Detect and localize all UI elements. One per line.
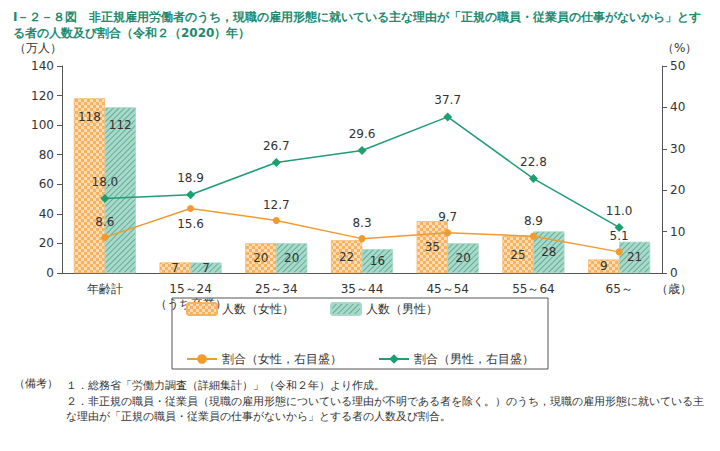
- svg-text:18.0: 18.0: [91, 175, 118, 189]
- svg-text:Ⅰ－２－８図 非正規雇用労働者のうち，現職の雇用形態に就いて: Ⅰ－２－８図 非正規雇用労働者のうち，現職の雇用形態に就いている主な理由が「正規…: [13, 10, 701, 24]
- svg-text:8.3: 8.3: [352, 216, 371, 230]
- svg-text:100: 100: [31, 118, 54, 132]
- svg-text:10: 10: [670, 225, 685, 239]
- svg-text:5.1: 5.1: [610, 229, 629, 243]
- svg-text:35～44: 35～44: [341, 282, 384, 296]
- svg-text:7: 7: [202, 261, 210, 275]
- svg-text:（歳）: （歳）: [656, 282, 692, 296]
- svg-text:１．総務省「労働力調査（詳細集計）」（令和２年）より作成。: １．総務省「労働力調査（詳細集計）」（令和２年）より作成。: [66, 379, 385, 392]
- svg-text:15.6: 15.6: [177, 217, 204, 231]
- svg-text:120: 120: [31, 89, 54, 103]
- svg-text:26.7: 26.7: [263, 139, 290, 153]
- svg-text:（備考）: （備考）: [14, 377, 58, 390]
- svg-text:8.6: 8.6: [95, 215, 114, 229]
- svg-text:２．非正規の職員・従業員（現職の雇用形態についている理由が不: ２．非正規の職員・従業員（現職の雇用形態についている理由が不明である者を除く。）…: [66, 395, 704, 408]
- svg-text:（万人）: （万人）: [14, 41, 62, 55]
- svg-text:37.7: 37.7: [434, 93, 461, 107]
- svg-text:15～24: 15～24: [169, 282, 212, 296]
- svg-text:年齢計: 年齢計: [87, 282, 123, 296]
- svg-text:る者の人数及び割合（令和２（2020）年）: る者の人数及び割合（令和２（2020）年）: [13, 26, 250, 40]
- svg-text:20: 20: [284, 251, 299, 265]
- svg-text:8.9: 8.9: [524, 214, 543, 228]
- svg-text:40: 40: [39, 207, 54, 221]
- svg-text:20: 20: [253, 251, 268, 265]
- svg-text:割合（女性，右目盛）: 割合（女性，右目盛）: [222, 352, 342, 366]
- svg-text:0: 0: [670, 266, 678, 280]
- svg-text:16: 16: [370, 254, 385, 268]
- svg-text:35: 35: [425, 240, 440, 254]
- svg-text:29.6: 29.6: [349, 127, 376, 141]
- svg-text:人数（女性）: 人数（女性）: [222, 302, 294, 316]
- svg-text:40: 40: [670, 100, 685, 114]
- svg-text:20: 20: [670, 183, 685, 197]
- svg-text:18.9: 18.9: [177, 171, 204, 185]
- svg-text:112: 112: [109, 118, 132, 132]
- svg-text:7: 7: [171, 261, 179, 275]
- svg-text:25～34: 25～34: [255, 282, 298, 296]
- svg-text:55～64: 55～64: [512, 282, 555, 296]
- svg-text:28: 28: [541, 245, 556, 259]
- svg-text:な理由が「正規の職員・従業員の仕事がないから」とする者の人数: な理由が「正規の職員・従業員の仕事がないから」とする者の人数及び割合。: [66, 410, 451, 423]
- svg-text:21: 21: [627, 250, 642, 264]
- svg-text:22: 22: [339, 250, 354, 264]
- svg-text:65～: 65～: [606, 282, 633, 296]
- svg-text:50: 50: [670, 59, 685, 73]
- svg-text:（%）: （%）: [662, 41, 697, 55]
- svg-text:25: 25: [510, 248, 525, 262]
- svg-text:80: 80: [39, 148, 54, 162]
- svg-text:30: 30: [670, 142, 685, 156]
- svg-text:20: 20: [456, 251, 471, 265]
- svg-text:11.0: 11.0: [606, 204, 633, 218]
- svg-text:45～54: 45～54: [426, 282, 469, 296]
- svg-text:0: 0: [46, 266, 54, 280]
- svg-text:9: 9: [600, 259, 608, 273]
- svg-text:118: 118: [78, 110, 101, 124]
- svg-text:140: 140: [31, 59, 54, 73]
- svg-text:22.8: 22.8: [520, 155, 547, 169]
- svg-text:20: 20: [39, 236, 54, 250]
- svg-text:人数（男性）: 人数（男性）: [366, 302, 438, 316]
- svg-text:9.7: 9.7: [438, 210, 457, 224]
- svg-text:60: 60: [39, 177, 54, 191]
- svg-text:12.7: 12.7: [263, 198, 290, 212]
- svg-text:割合（男性，右目盛）: 割合（男性，右目盛）: [414, 352, 534, 366]
